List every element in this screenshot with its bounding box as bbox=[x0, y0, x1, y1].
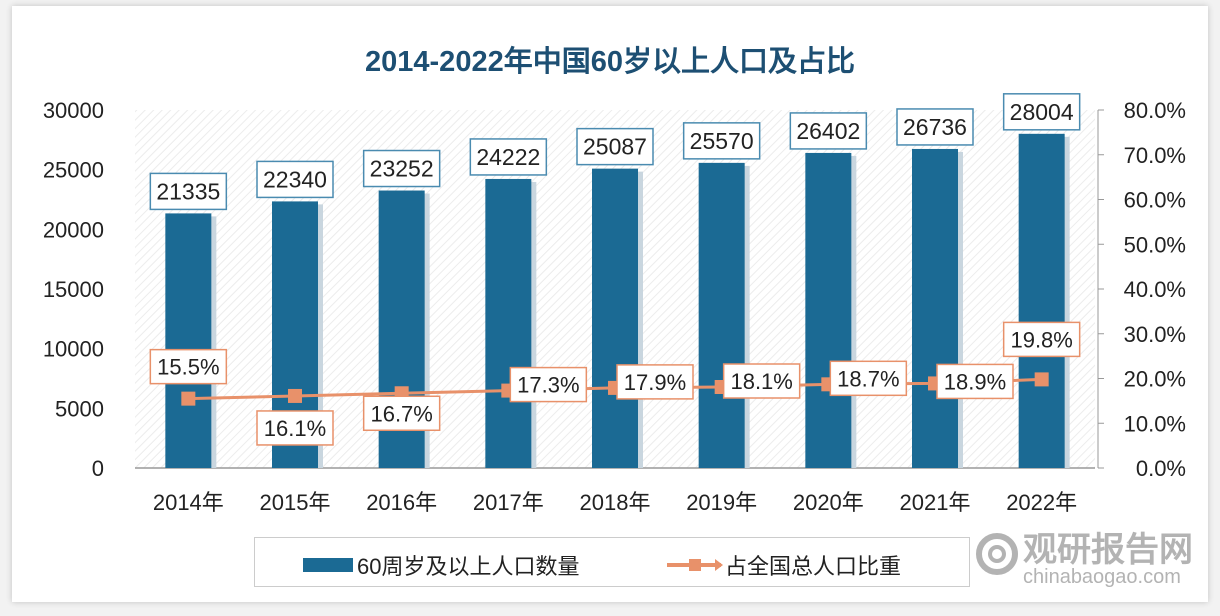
bar bbox=[805, 152, 852, 468]
x-tick-label: 2015年 bbox=[260, 490, 331, 515]
line-data-label-box bbox=[256, 410, 334, 446]
legend-item-bar: 60周岁及以上人口数量 bbox=[303, 549, 579, 581]
bar-data-label: 26736 bbox=[903, 114, 967, 140]
bar-data-label-box bbox=[256, 160, 334, 199]
bar-data-label-box bbox=[1002, 93, 1081, 131]
line-point bbox=[1034, 372, 1049, 387]
x-tick-label: 2014年 bbox=[153, 490, 224, 515]
y-right-tick-label: 60.0% bbox=[1124, 188, 1186, 213]
watermark-cn: 观研报告网 bbox=[1023, 531, 1193, 569]
bar bbox=[592, 168, 638, 468]
y-left-tick-label: 15000 bbox=[43, 277, 104, 302]
y-right-tick-label: 20.0% bbox=[1124, 367, 1186, 392]
line-data-label: 18.7% bbox=[837, 366, 899, 391]
line-data-label-box bbox=[722, 363, 801, 399]
watermark-en: chinabaogao.com bbox=[1023, 566, 1181, 588]
bar-data-label-box bbox=[682, 122, 761, 160]
legend-bar-swatch bbox=[303, 558, 353, 572]
line-data-label-box bbox=[616, 364, 694, 400]
line-data-label: 18.9% bbox=[944, 369, 1006, 394]
line-data-label-box bbox=[509, 366, 588, 403]
x-tick-label: 2018年 bbox=[580, 490, 651, 515]
x-tick-label: 2019年 bbox=[686, 490, 757, 515]
chart-title: 2014-2022年中国60岁以上人口及占比 bbox=[365, 46, 855, 78]
bar bbox=[698, 162, 745, 468]
bar-data-label: 23252 bbox=[370, 156, 434, 182]
x-tick-label: 2017年 bbox=[473, 490, 544, 515]
line-data-label: 17.3% bbox=[517, 373, 579, 398]
bar-data-label-box bbox=[576, 127, 654, 166]
y-left-tick-label: 10000 bbox=[43, 337, 104, 362]
y-right-tick-label: 0.0% bbox=[1136, 456, 1186, 481]
legend: 60周岁及以上人口数量 占全国总人口比重 bbox=[254, 537, 970, 587]
y-right-tick-label: 30.0% bbox=[1124, 322, 1186, 347]
bar-data-label-box bbox=[362, 149, 441, 188]
legend-line-swatch bbox=[667, 559, 723, 571]
x-tick-label: 2022年 bbox=[1006, 490, 1077, 515]
line-data-label-box bbox=[936, 363, 1014, 400]
y-right-tick-label: 80.0% bbox=[1124, 98, 1186, 123]
bar-data-label-box bbox=[469, 138, 548, 176]
y-left-tick-label: 20000 bbox=[43, 217, 104, 242]
y-right-tick-label: 50.0% bbox=[1124, 232, 1186, 257]
y-right-tick-label: 10.0% bbox=[1124, 411, 1186, 436]
bar-data-label-box bbox=[896, 108, 974, 146]
legend-bar-label: 60周岁及以上人口数量 bbox=[357, 554, 580, 579]
bar-data-label: 26402 bbox=[796, 118, 860, 144]
line-data-label: 19.8% bbox=[1010, 327, 1072, 352]
legend-line-label: 占全国总人口比重 bbox=[725, 554, 902, 579]
y-right-tick-label: 40.0% bbox=[1124, 277, 1186, 302]
bar-data-label: 25087 bbox=[583, 134, 647, 160]
bar-data-label: 21335 bbox=[156, 178, 220, 204]
line-data-label: 18.1% bbox=[730, 369, 792, 394]
legend-item-line: 占全国总人口比重 bbox=[665, 549, 901, 581]
line-data-label-box bbox=[362, 395, 441, 432]
line-point bbox=[288, 388, 302, 403]
y-right-tick-label: 70.0% bbox=[1124, 143, 1186, 168]
bar bbox=[485, 178, 532, 468]
line-data-label: 15.5% bbox=[157, 355, 219, 380]
line-data-label: 16.7% bbox=[370, 401, 432, 426]
bar-data-label-box bbox=[789, 112, 868, 150]
watermark-logo-icon bbox=[976, 533, 1018, 575]
x-tick-label: 2020年 bbox=[793, 490, 864, 515]
x-tick-label: 2016年 bbox=[366, 490, 437, 515]
y-left-tick-label: 5000 bbox=[55, 396, 104, 421]
line-data-label-box bbox=[829, 360, 908, 397]
bar-data-label: 24222 bbox=[476, 144, 540, 170]
bar-data-label-box bbox=[149, 172, 228, 211]
bar bbox=[912, 148, 958, 469]
line-data-label: 17.9% bbox=[624, 370, 686, 395]
bar-data-label: 22340 bbox=[263, 166, 327, 192]
y-left-tick-label: 25000 bbox=[43, 158, 104, 183]
bar bbox=[1018, 133, 1065, 468]
bar-data-label: 28004 bbox=[1010, 99, 1074, 125]
bar bbox=[165, 213, 212, 468]
line-data-label-box bbox=[149, 348, 228, 385]
x-tick-label: 2021年 bbox=[900, 490, 971, 515]
line-point bbox=[181, 391, 196, 406]
y-left-tick-label: 30000 bbox=[43, 98, 104, 123]
line-data-label-box bbox=[1002, 321, 1081, 358]
bar-data-label: 25570 bbox=[690, 128, 754, 154]
line-data-label: 16.1% bbox=[264, 416, 326, 441]
y-left-tick-label: 0 bbox=[92, 456, 104, 481]
